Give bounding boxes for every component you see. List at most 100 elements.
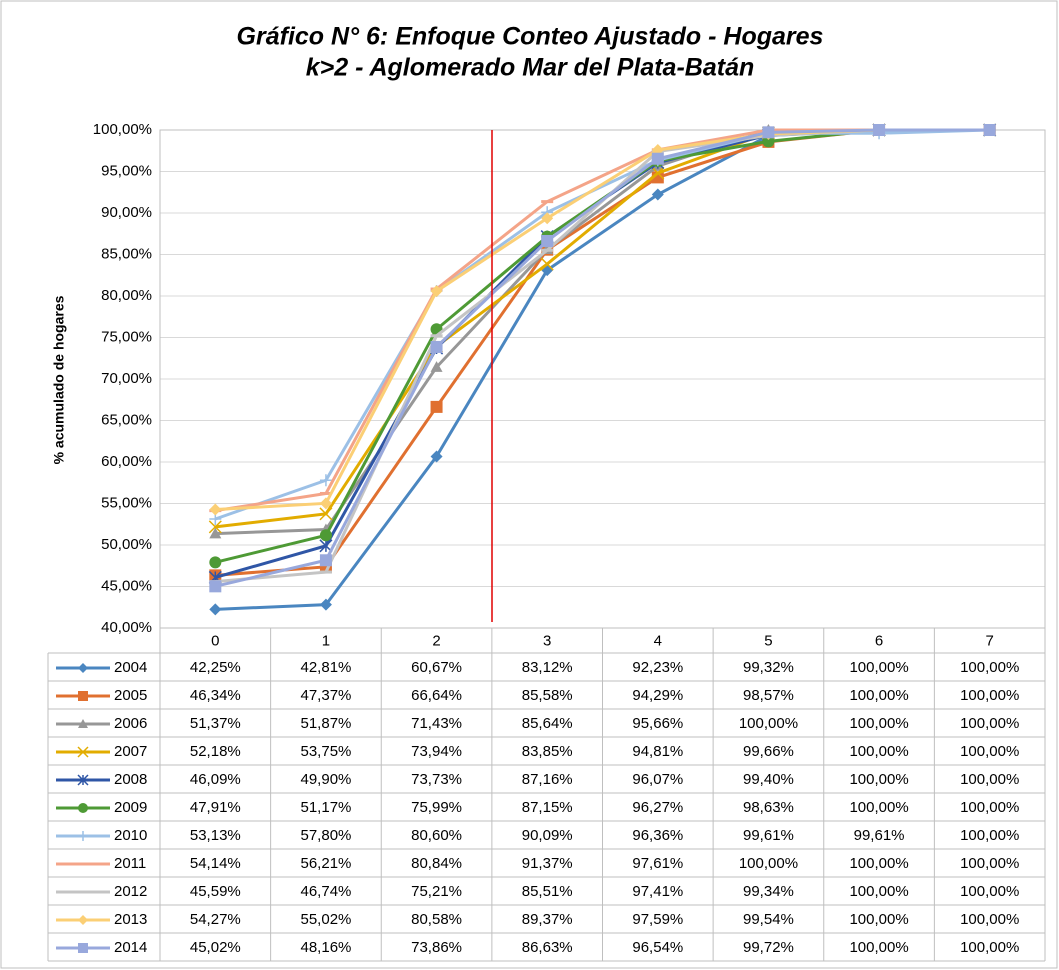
table-cell: 100,00% bbox=[960, 855, 1019, 872]
marker bbox=[651, 152, 664, 165]
table-cell: 97,41% bbox=[632, 883, 683, 900]
table-cell: 97,59% bbox=[632, 911, 683, 928]
legend-marker bbox=[77, 746, 89, 758]
table-cell: 98,63% bbox=[743, 799, 794, 816]
table-cell: 66,64% bbox=[411, 687, 462, 704]
table-cell: 48,16% bbox=[301, 939, 352, 956]
table-cell: 83,12% bbox=[522, 659, 573, 676]
table-cell: 94,29% bbox=[632, 687, 683, 704]
legend-label: 2006 bbox=[114, 715, 147, 732]
table-cell: 100,00% bbox=[960, 827, 1019, 844]
table-cell: 80,84% bbox=[411, 855, 462, 872]
table-cell: 99,61% bbox=[854, 827, 905, 844]
marker bbox=[430, 400, 443, 413]
marker bbox=[319, 598, 332, 611]
y-tick-label: 40,00% bbox=[101, 619, 152, 636]
table-cell: 85,58% bbox=[522, 687, 573, 704]
table-cell: 94,81% bbox=[632, 743, 683, 760]
legend-label: 2004 bbox=[114, 659, 147, 676]
y-tick-label: 50,00% bbox=[101, 536, 152, 553]
marker bbox=[983, 124, 996, 136]
table-cell: 53,13% bbox=[190, 827, 241, 844]
table-cell: 55,02% bbox=[301, 911, 352, 928]
legend-marker bbox=[78, 663, 88, 673]
marker bbox=[209, 527, 222, 539]
table-cell: 54,14% bbox=[190, 855, 241, 872]
marker bbox=[319, 507, 333, 521]
table-cell: 42,25% bbox=[190, 659, 241, 676]
series-line bbox=[214, 128, 990, 521]
table-cell: 99,40% bbox=[743, 771, 794, 788]
legend-marker bbox=[78, 719, 88, 728]
table-cell: 47,91% bbox=[190, 799, 241, 816]
marker bbox=[319, 554, 332, 567]
plot bbox=[208, 123, 997, 616]
table-cell: 85,64% bbox=[522, 715, 573, 732]
legend-marker bbox=[77, 774, 89, 786]
table-cell: 100,00% bbox=[849, 799, 908, 816]
legend-marker bbox=[78, 915, 88, 925]
table-cell: 100,00% bbox=[849, 939, 908, 956]
table-cell: 98,57% bbox=[743, 687, 794, 704]
x-tick-label: 4 bbox=[654, 632, 662, 649]
marker bbox=[540, 257, 554, 271]
marker bbox=[430, 450, 443, 463]
y-tick-label: 60,00% bbox=[101, 453, 152, 470]
chart-title: Gráfico N° 6: Enfoque Conteo Ajustado - … bbox=[237, 23, 824, 51]
legend-label: 2009 bbox=[114, 799, 147, 816]
x-tick-label: 3 bbox=[543, 632, 551, 649]
table-cell: 51,17% bbox=[301, 799, 352, 816]
table-cell: 96,27% bbox=[632, 799, 683, 816]
y-tick-label: 90,00% bbox=[101, 204, 152, 221]
marker bbox=[541, 234, 554, 247]
y-tick-label: 45,00% bbox=[101, 577, 152, 594]
table-cell: 96,36% bbox=[632, 827, 683, 844]
data-table: 0 1 2 3 4 5 6 7 2004 42,25% 42,81% 60,67% 83,12% 92,2… bbox=[47, 628, 1046, 962]
table-cell: 97,61% bbox=[632, 855, 683, 872]
table-cell: 100,00% bbox=[739, 715, 798, 732]
legend-label: 2013 bbox=[114, 911, 147, 928]
marker bbox=[430, 361, 443, 372]
marker bbox=[209, 556, 222, 569]
marker bbox=[873, 124, 886, 136]
marker bbox=[430, 340, 443, 353]
table-cell: 99,34% bbox=[743, 883, 794, 900]
table-cell: 51,87% bbox=[301, 715, 352, 732]
table-cell: 46,34% bbox=[190, 687, 241, 704]
table-cell: 54,27% bbox=[190, 911, 241, 928]
table-cell: 83,85% bbox=[522, 743, 573, 760]
table-cell: 52,18% bbox=[190, 743, 241, 760]
table-cell: 100,00% bbox=[849, 743, 908, 760]
marker bbox=[319, 474, 332, 487]
legend-marker bbox=[78, 943, 88, 953]
y-tick-label: 70,00% bbox=[101, 370, 152, 387]
marker bbox=[430, 285, 443, 298]
table-cell: 100,00% bbox=[960, 743, 1019, 760]
table-cell: 99,66% bbox=[743, 743, 794, 760]
y-tick-label: 75,00% bbox=[101, 328, 152, 345]
table-cell: 73,86% bbox=[411, 939, 462, 956]
table-cell: 100,00% bbox=[960, 659, 1019, 676]
table-cell: 90,09% bbox=[522, 827, 573, 844]
table-cell: 86,63% bbox=[522, 939, 573, 956]
legend-label: 2005 bbox=[114, 687, 147, 704]
table-cell: 85,51% bbox=[522, 883, 573, 900]
legend-marker bbox=[78, 831, 88, 841]
table-cell: 71,43% bbox=[411, 715, 462, 732]
chart-subtitle: k>2 - Aglomerado Mar del Plata-Batán bbox=[306, 54, 755, 82]
marker bbox=[651, 166, 665, 180]
table-cell: 95,66% bbox=[632, 715, 683, 732]
table-cell: 73,73% bbox=[411, 771, 462, 788]
legend-label: 2008 bbox=[114, 771, 147, 788]
x-tick-label: 0 bbox=[211, 632, 219, 649]
table-cell: 100,00% bbox=[849, 911, 908, 928]
legend-label: 2012 bbox=[114, 883, 147, 900]
marker bbox=[541, 212, 554, 225]
table-cell: 56,21% bbox=[301, 855, 352, 872]
x-tick-label: 1 bbox=[322, 632, 330, 649]
table-cell: 89,37% bbox=[522, 911, 573, 928]
table-cell: 100,00% bbox=[849, 771, 908, 788]
marker bbox=[762, 126, 775, 139]
